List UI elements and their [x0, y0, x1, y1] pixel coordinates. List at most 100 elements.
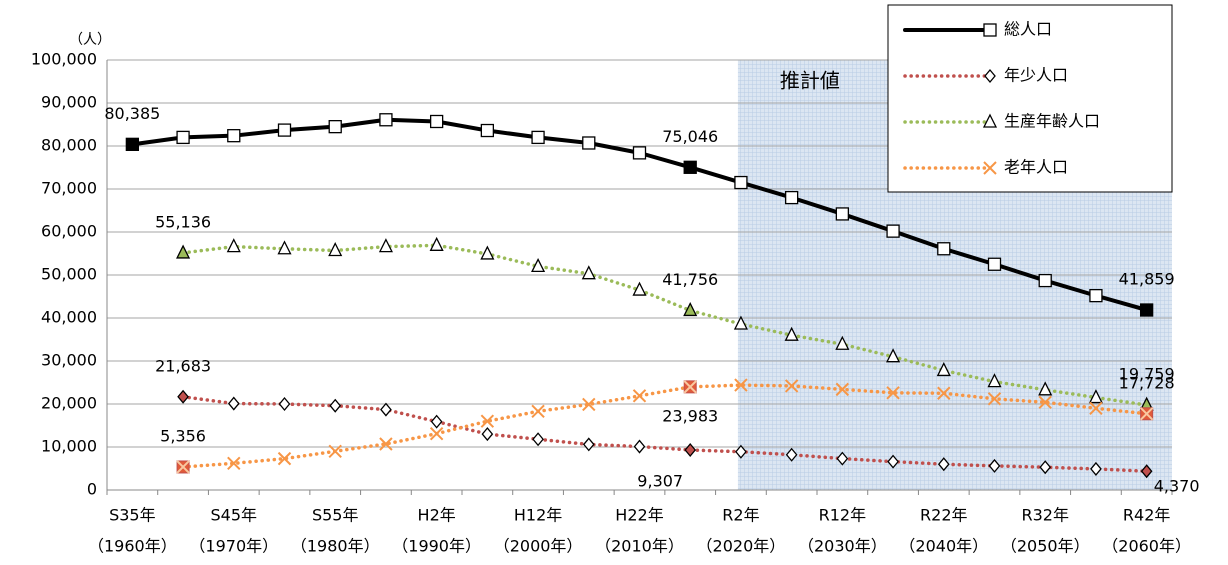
marker [379, 437, 393, 451]
x-tick-year: （1970年） [189, 537, 278, 556]
y-tick-label: 100,000 [31, 50, 97, 69]
marker [429, 236, 444, 251]
marker [1139, 303, 1154, 317]
marker [480, 245, 495, 260]
marker [531, 257, 546, 273]
marker [227, 396, 240, 411]
y-tick-label: 70,000 [41, 179, 97, 198]
marker-x [734, 378, 748, 392]
marker [683, 301, 698, 317]
marker [1088, 389, 1103, 404]
marker [380, 402, 392, 417]
data-label: 4,370 [1154, 477, 1200, 496]
marker [328, 242, 343, 257]
data-label: 80,385 [104, 104, 160, 123]
marker [1090, 461, 1102, 476]
marker [176, 460, 190, 474]
marker [176, 130, 190, 145]
marker [937, 242, 951, 256]
data-label: 23,983 [662, 406, 718, 425]
marker-x [987, 392, 1002, 406]
x-tick-label: R42年 [1123, 506, 1170, 525]
x-tick-label: R32年 [1021, 506, 1068, 525]
marker [378, 238, 393, 253]
marker [784, 326, 799, 341]
x-tick-year: （1990年） [392, 537, 481, 556]
data-label: 19,759 [1119, 365, 1175, 384]
marker [632, 281, 647, 296]
legend-label: 老年人口 [1004, 158, 1068, 177]
marker [1039, 460, 1052, 475]
marker-x [582, 397, 596, 412]
marker [1038, 273, 1052, 288]
data-label: 17,728 [1119, 373, 1175, 392]
legend-label: 生産年齢人口 [1004, 112, 1100, 131]
marker-x [886, 386, 900, 400]
legend-label: 総人口 [1004, 20, 1052, 39]
marker [886, 348, 901, 363]
marker [784, 379, 799, 393]
marker [683, 380, 697, 394]
x-tick-year: （2010年） [595, 537, 684, 556]
marker [785, 447, 798, 462]
marker-x [784, 379, 799, 393]
y-tick-label: 30,000 [41, 351, 97, 370]
marker-x [277, 451, 292, 466]
marker [277, 240, 292, 255]
y-tick-label: 80,000 [41, 136, 97, 155]
marker [480, 414, 495, 428]
legend-label: 年少人口 [1004, 66, 1068, 85]
marker [987, 392, 1002, 406]
marker [582, 136, 596, 150]
marker [632, 389, 647, 403]
marker [277, 123, 292, 137]
y-tick-label: 10,000 [41, 437, 97, 456]
marker [984, 68, 996, 84]
marker [430, 414, 443, 429]
marker-x [1139, 407, 1154, 421]
marker [328, 444, 342, 459]
x-tick-label: S45年 [211, 506, 258, 525]
marker [581, 265, 596, 280]
marker-x [480, 414, 495, 428]
series-line [181, 243, 1149, 407]
marker [379, 113, 393, 127]
marker-x [937, 386, 951, 400]
series-line [181, 383, 1149, 469]
marker [582, 437, 595, 452]
data-label: 75,046 [662, 127, 718, 146]
marker [887, 454, 899, 469]
marker [836, 451, 849, 466]
marker [983, 23, 997, 37]
y-tick-label: 40,000 [41, 308, 97, 327]
y-tick-label: 90,000 [41, 93, 97, 112]
marker [177, 389, 189, 404]
marker [481, 427, 494, 442]
marker [532, 432, 544, 447]
marker [227, 129, 241, 143]
y-tick-label: 50,000 [41, 265, 97, 284]
marker-x [429, 426, 444, 441]
marker [582, 397, 596, 412]
marker [835, 207, 850, 221]
x-tick-label: R22年 [920, 506, 967, 525]
marker [1089, 288, 1103, 303]
marker [125, 137, 140, 151]
x-tick-label: S35年 [109, 506, 156, 525]
marker-x [227, 456, 241, 471]
marker [835, 382, 850, 397]
marker [531, 404, 545, 419]
x-tick-label: H22年 [615, 506, 663, 525]
marker [531, 130, 545, 145]
marker [1139, 407, 1154, 421]
marker-x [328, 444, 342, 459]
marker [1089, 401, 1103, 416]
x-tick-label: S55年 [312, 506, 359, 525]
marker [886, 224, 900, 238]
marker [784, 190, 799, 205]
data-label: 5,356 [160, 426, 206, 445]
marker [733, 315, 748, 330]
data-label: 9,307 [637, 471, 683, 490]
marker [735, 444, 747, 459]
